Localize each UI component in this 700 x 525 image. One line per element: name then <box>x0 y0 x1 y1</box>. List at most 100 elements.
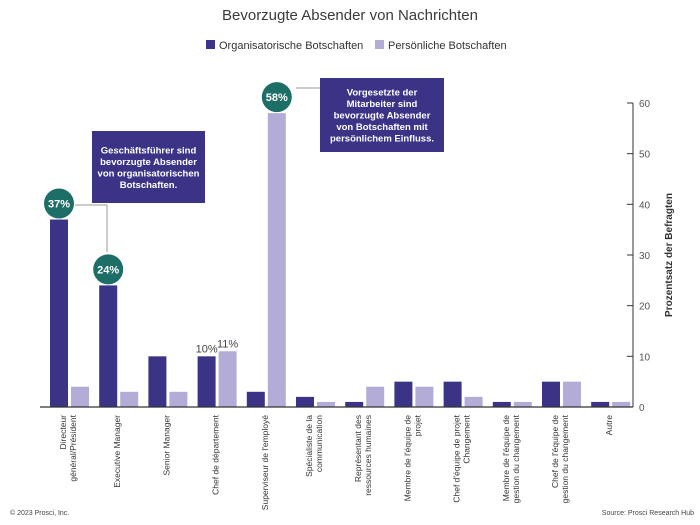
category-line-8-0: Chef d'équipe de projet <box>452 414 462 502</box>
bar-s1-c6 <box>366 386 385 407</box>
callout-line-0-0: Geschäftsführer sind <box>101 145 197 156</box>
y-tick-label-0: 0 <box>639 403 645 414</box>
bar-s1-c3 <box>218 351 237 407</box>
bar-s1-c8 <box>464 396 483 407</box>
bar-s0-c2 <box>148 356 167 407</box>
category-text-8: Chef d'équipe de projetChangement <box>452 414 472 502</box>
category-label-6: Représentant desressources humaines <box>353 415 373 496</box>
category-line-11-0: Autre <box>604 415 614 436</box>
category-line-5-0: Spécialiste de la <box>304 415 314 477</box>
callout-box-1 <box>320 78 444 152</box>
badge-label-2: 58% <box>266 92 288 104</box>
bar-s0-c10 <box>542 381 560 407</box>
bar-s1-c1 <box>120 391 139 407</box>
category-label-5: Spécialiste de lacommunication <box>304 415 324 477</box>
category-text-7: Membre de l'équipe deprojet <box>402 414 422 501</box>
category-text-11: Autre <box>604 415 614 436</box>
category-line-7-0: Membre de l'équipe de <box>402 415 412 501</box>
bar-s1-c0 <box>71 386 89 407</box>
bar-s0-c11 <box>591 401 610 407</box>
bar-s0-c9 <box>492 401 511 407</box>
bar-s0-c1 <box>99 285 118 407</box>
callout-line-0-3: Botschaften. <box>120 180 178 191</box>
category-label-8: Chef d'équipe de projetChangement <box>452 414 472 502</box>
y-tick-label-10: 10 <box>639 352 651 363</box>
category-text-5: Spécialiste de lacommunication <box>304 415 324 477</box>
category-label-0: Directeurgénéral/Président <box>58 414 78 481</box>
callout-line-1-3: von Botschaften mit <box>336 122 428 133</box>
callout-line-1-0: Vorgesetzte der <box>347 88 418 99</box>
footer-copyright: © 2023 Prosci, Inc. <box>10 509 69 517</box>
category-line-9-1: gestion du changement <box>511 414 521 503</box>
callout-line-0-2: von organisatorischen <box>98 168 200 179</box>
bar-s0-c6 <box>345 401 364 407</box>
category-line-0-1: général/Président <box>68 414 78 481</box>
callout-line-0-1: bevorzugte Absender <box>100 157 197 168</box>
legend-label-persoenliche: Persönliche Botschaften <box>388 40 507 52</box>
callout-text-0: Geschäftsführer sind bevorzugte Absender v… <box>98 145 200 191</box>
callouts: Geschäftsführer sind bevorzugte Absender v… <box>75 78 444 252</box>
category-line-8-1: Changement <box>462 414 472 463</box>
bar-s1-c11 <box>612 401 631 407</box>
badge-circle-1 <box>93 254 124 285</box>
callout-line-1-1: Mitarbeiter sind <box>347 99 418 110</box>
badge-circle-2 <box>261 82 292 113</box>
category-line-10-1: gestion du changement <box>560 414 570 503</box>
data-labels: 37% 24% 58% 10% 11% <box>44 82 292 355</box>
bar-s1-c9 <box>513 401 532 407</box>
bar-s0-c5 <box>296 396 314 407</box>
badge-label-0: 37% <box>48 199 70 211</box>
callout-text-1: Vorgesetzte der Mitarbeiter sind bevorzugt… <box>330 88 434 145</box>
category-label-7: Membre de l'équipe deprojet <box>402 414 422 501</box>
bar-s0-c8 <box>443 381 462 407</box>
y-tick-label-60: 60 <box>639 99 651 110</box>
callout-line-1-2: bevorzugte Absender <box>334 111 431 122</box>
category-label-10: Chef de l'équipe degestion du changement <box>550 414 570 503</box>
bar-s0-c7 <box>394 381 413 407</box>
category-text-10: Chef de l'équipe degestion du changement <box>550 414 570 503</box>
legend-label-organisatorische: Organisatorische Botschaften <box>219 40 363 52</box>
category-text-0: Directeurgénéral/Président <box>58 414 78 481</box>
bar-s0-c4 <box>246 391 265 407</box>
category-label-11: Autre <box>604 415 614 436</box>
category-line-1-0: Executive Manager <box>112 415 122 488</box>
category-label-9: Membre de l'équipe degestion du changeme… <box>501 414 521 503</box>
legend-swatch-organisatorische <box>206 40 215 49</box>
category-line-5-1: communication <box>314 415 324 472</box>
category-text-3: Chef de département <box>211 414 221 494</box>
category-text-9: Membre de l'équipe degestion du changeme… <box>501 414 521 503</box>
category-line-4-0: Superviseur de l'employé <box>260 415 270 510</box>
category-label-3: Chef de département <box>211 414 221 494</box>
y-tick-label-20: 20 <box>639 302 651 313</box>
bar-s1-c10 <box>563 381 581 407</box>
y-axis-title: Prozentsatz der Befragten <box>664 193 675 317</box>
bar-s0-c3 <box>197 356 216 407</box>
category-text-1: Executive Manager <box>112 415 122 488</box>
bar-s1-c2 <box>169 391 188 407</box>
y-tick-label-30: 30 <box>639 251 651 262</box>
category-label-1: Executive Manager <box>112 415 122 488</box>
category-label-2: Senior Manager <box>161 415 171 476</box>
category-line-10-0: Chef de l'équipe de <box>550 415 560 488</box>
bar-s1-c7 <box>415 386 434 407</box>
category-line-3-0: Chef de département <box>211 414 221 494</box>
category-line-6-0: Représentant des <box>353 415 363 482</box>
category-line-2-0: Senior Manager <box>161 415 171 476</box>
category-line-0-0: Directeur <box>58 415 68 450</box>
data-label-4: 11% <box>217 338 238 350</box>
legend: Organisatorische Botschaften Persönliche… <box>206 40 507 52</box>
footer-source: Source: Prosci Research Hub <box>602 510 694 517</box>
category-text-4: Superviseur de l'employé <box>260 415 270 510</box>
bars-group <box>50 113 631 407</box>
chart-title: Bevorzugte Absender von Nachrichten <box>222 7 478 24</box>
bar-s1-c5 <box>317 401 335 407</box>
y-tick-label-40: 40 <box>639 200 651 211</box>
callout-line-1-4: persönlichem Einfluss. <box>330 134 434 145</box>
badge-label-1: 24% <box>97 264 119 276</box>
legend-swatch-persoenliche <box>375 40 384 49</box>
y-tick-label-50: 50 <box>639 150 651 161</box>
data-label-3: 10% <box>196 343 218 355</box>
category-text-6: Représentant desressources humaines <box>353 415 373 496</box>
x-axis-categories: Directeurgénéral/Président Executive Mana… <box>58 414 614 510</box>
